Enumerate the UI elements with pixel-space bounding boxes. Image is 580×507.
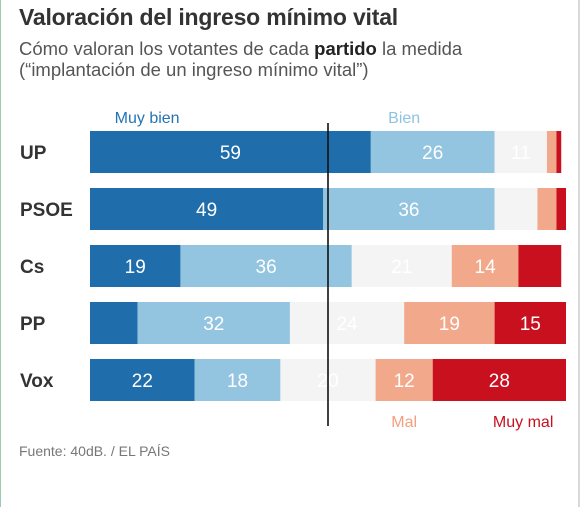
chart-title: Valoración del ingreso mínimo vital — [19, 4, 398, 30]
data-label-up-muy-bien: 59 — [220, 143, 241, 164]
bar-psoe-bien — [323, 188, 495, 230]
category-label-up: UP — [20, 143, 47, 164]
bar-psoe-muy-bien — [90, 188, 324, 230]
legend-mal: Mal — [391, 414, 417, 431]
bar-vox-mal — [375, 359, 433, 401]
data-label-pp-bien: 32 — [203, 314, 224, 335]
right-edge-line — [578, 0, 580, 507]
bar-cs-bien — [180, 245, 352, 287]
data-label-up-bien: 26 — [422, 143, 443, 164]
category-label-psoe: PSOE — [20, 200, 73, 221]
category-label-cs: Cs — [20, 257, 44, 278]
data-label-cs-neutral: 21 — [391, 257, 412, 278]
data-label-vox-muy-bien: 22 — [132, 371, 153, 392]
legend-muy-mal: Muy mal — [493, 414, 553, 431]
bar-up-muy-mal — [556, 131, 562, 173]
bar-up-neutral — [494, 131, 547, 173]
data-label-pp-muy-mal: 15 — [520, 314, 541, 335]
source-note: Fuente: 40dB. / EL PAÍS — [19, 443, 170, 459]
bar-pp-muy-mal — [494, 302, 566, 344]
data-label-psoe-bien: 36 — [398, 200, 419, 221]
bar-pp-neutral — [289, 302, 405, 344]
category-label-vox: Vox — [20, 371, 54, 392]
data-label-pp-mal: 19 — [439, 314, 460, 335]
data-label-psoe-muy-bien: 49 — [196, 200, 217, 221]
bar-cs-neutral — [351, 245, 452, 287]
data-label-cs-muy-bien: 19 — [125, 257, 146, 278]
data-label-vox-mal: 12 — [394, 371, 415, 392]
bar-pp-muy-bien — [90, 302, 138, 344]
bar-psoe-mal — [537, 188, 557, 230]
legend-bien: Bien — [388, 110, 420, 127]
subtitle-text-start: Cómo valoran los votantes de cada — [19, 38, 315, 59]
bar-cs-mal — [451, 245, 519, 287]
bar-cs-muy-mal — [518, 245, 562, 287]
bar-vox-bien — [194, 359, 281, 401]
bar-vox-muy-mal — [432, 359, 566, 401]
bar-psoe-neutral — [494, 188, 538, 230]
data-label-up-neutral: 11 — [511, 143, 531, 164]
subtitle-line-2: (“implantación de un ingreso mínimo vita… — [19, 59, 369, 80]
bar-up-muy-bien — [90, 131, 371, 173]
bar-pp-mal — [404, 302, 495, 344]
data-label-cs-mal: 14 — [475, 257, 497, 278]
bar-vox-muy-bien — [90, 359, 195, 401]
data-label-pp-neutral: 24 — [336, 314, 358, 335]
bar-cs-muy-bien — [90, 245, 181, 287]
chart-subtitle: Cómo valoran los votantes de cada partid… — [19, 38, 559, 80]
bar-up-bien — [370, 131, 495, 173]
category-label-pp: PP — [20, 314, 46, 335]
subtitle-bold-word: partido — [314, 38, 377, 59]
subtitle-text-end: la medida — [376, 38, 463, 59]
data-label-cs-bien: 36 — [256, 257, 277, 278]
bar-pp-bien — [137, 302, 290, 344]
data-label-vox-muy-mal: 28 — [489, 371, 510, 392]
legend-muy-bien: Muy bien — [115, 110, 180, 127]
bar-up-mal — [546, 131, 557, 173]
left-edge-line — [0, 0, 1, 507]
bar-psoe-muy-mal — [556, 188, 566, 230]
data-label-vox-bien: 18 — [227, 371, 248, 392]
